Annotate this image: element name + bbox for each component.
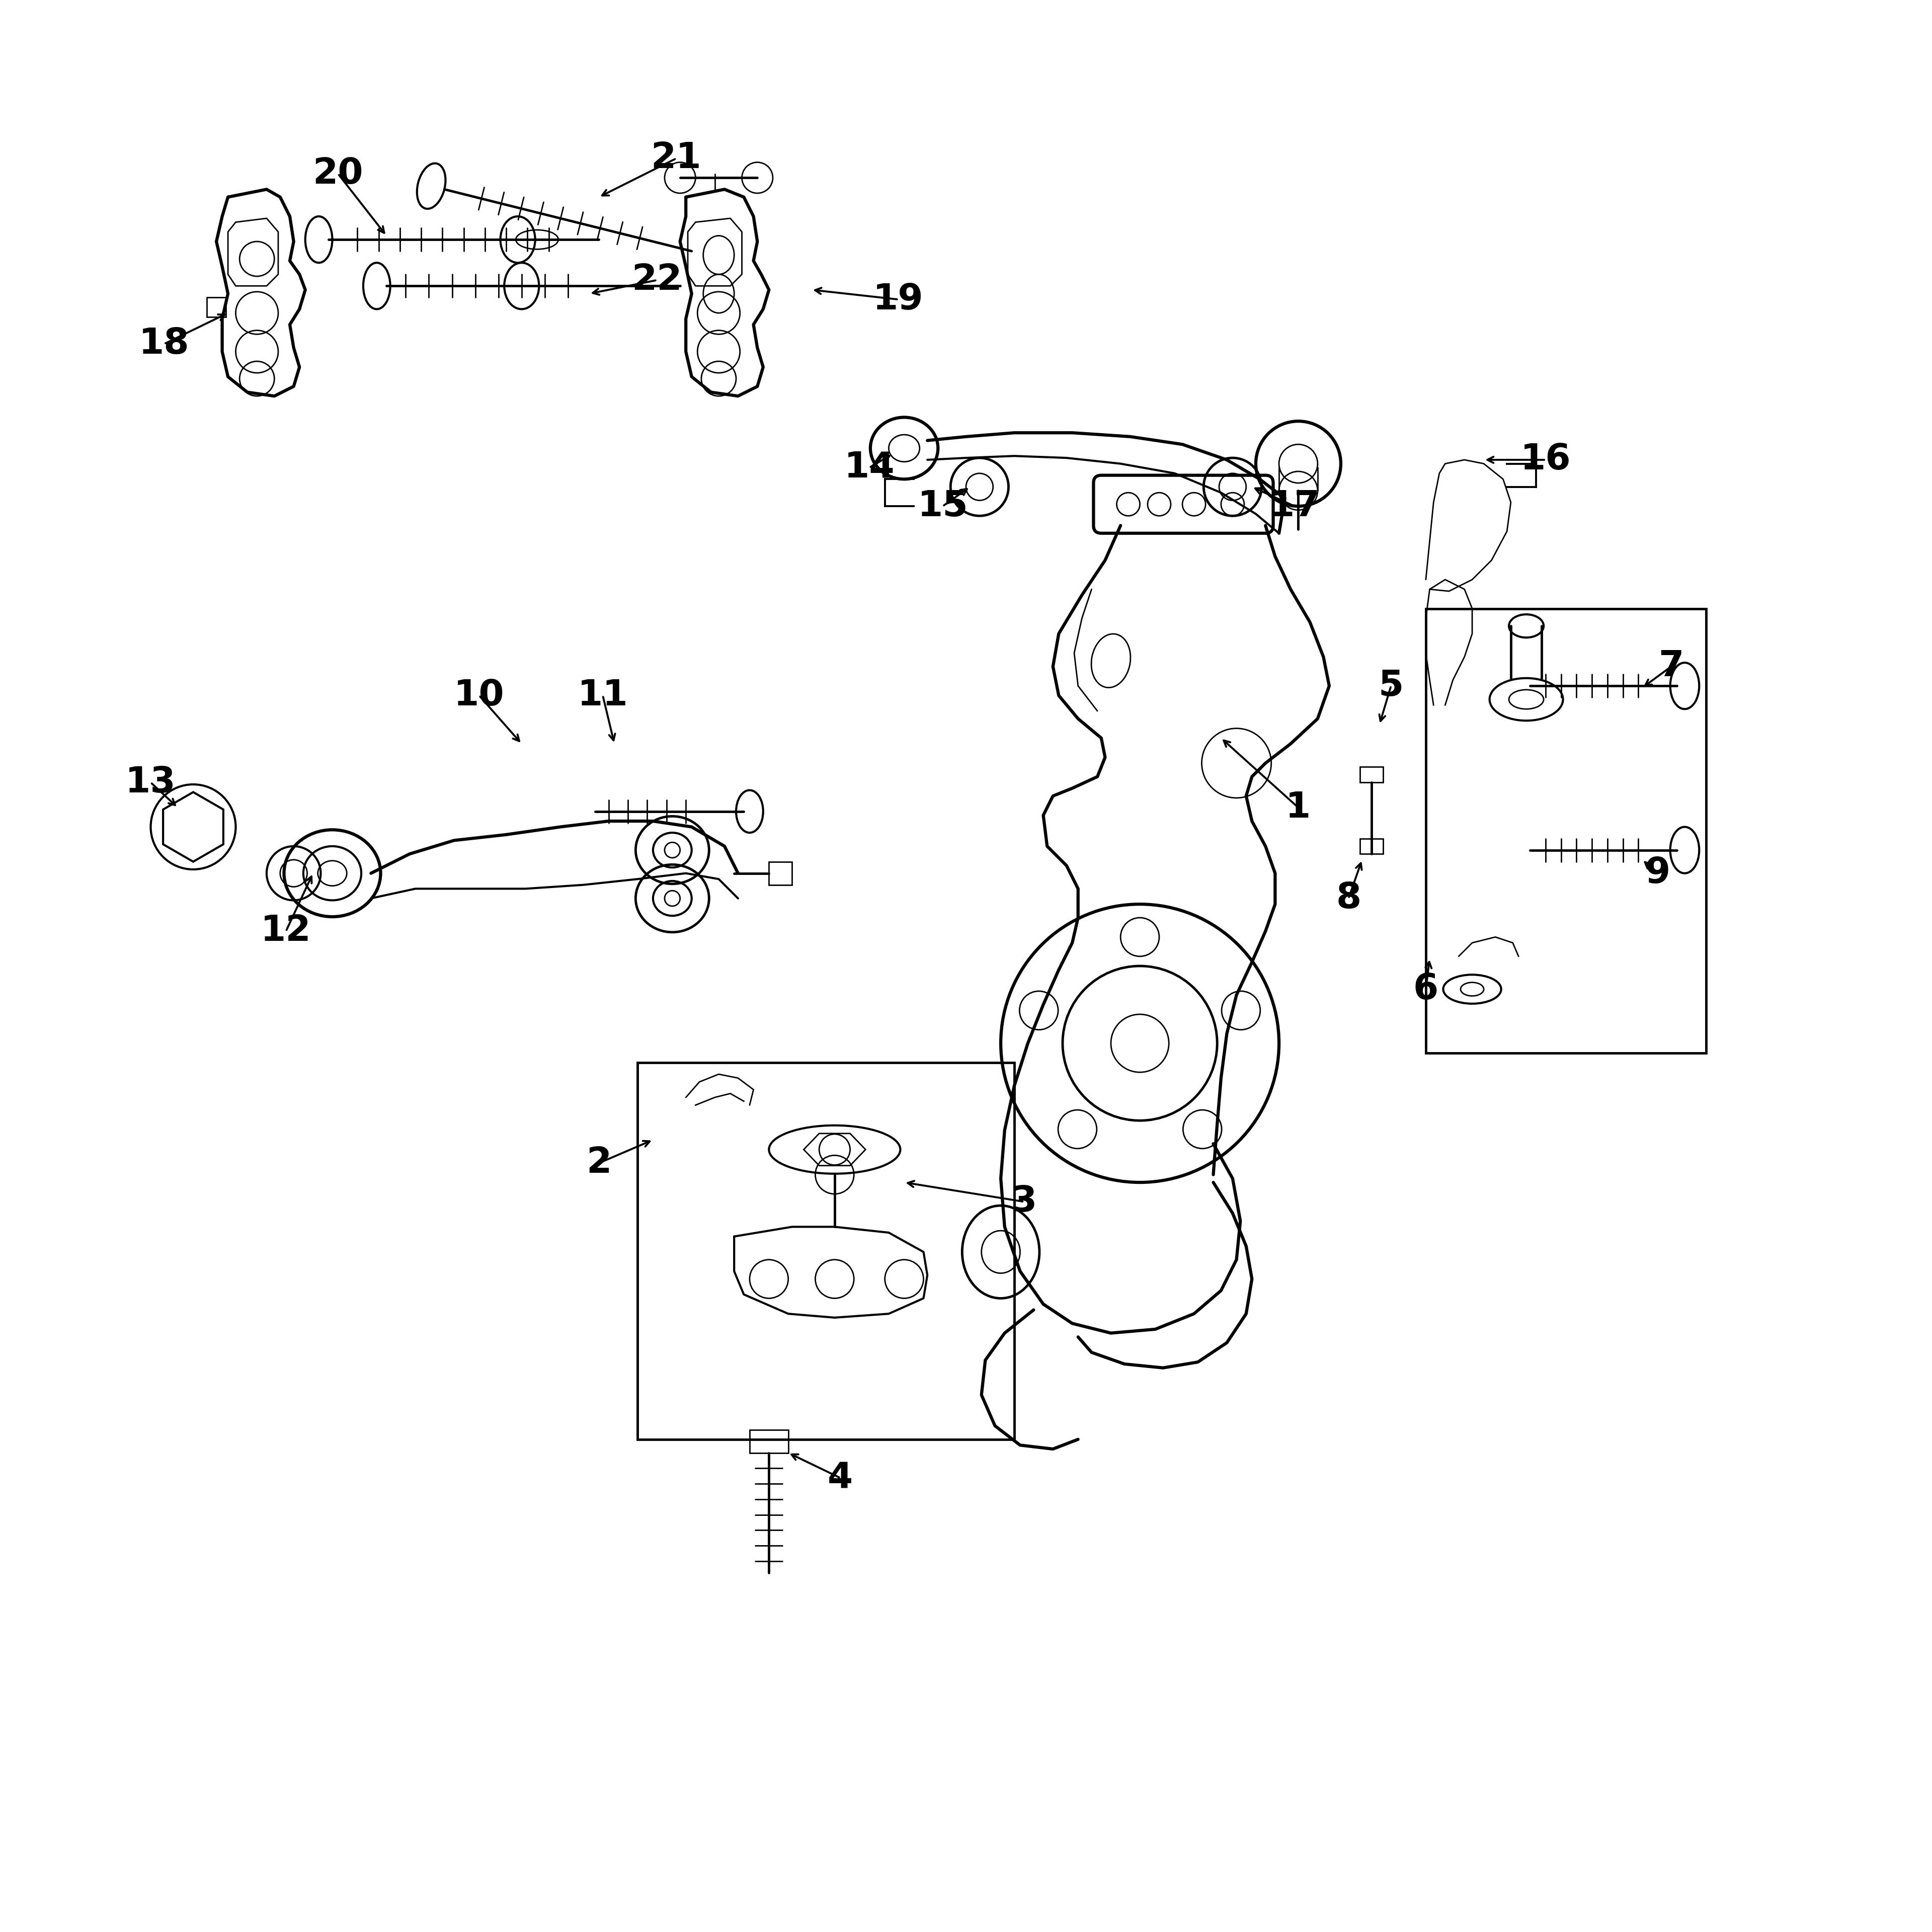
Text: 4: 4	[827, 1461, 854, 1495]
Text: 7: 7	[1658, 649, 1685, 684]
Text: 18: 18	[139, 327, 189, 361]
Text: 3: 3	[1010, 1184, 1037, 1219]
Text: 20: 20	[313, 156, 363, 191]
Text: 6: 6	[1412, 972, 1439, 1007]
Bar	[769, 862, 792, 885]
Text: 16: 16	[1520, 442, 1571, 477]
Text: 19: 19	[873, 282, 923, 317]
Text: 1: 1	[1285, 790, 1312, 825]
Text: 9: 9	[1644, 856, 1671, 891]
Text: 8: 8	[1335, 881, 1362, 916]
Text: 12: 12	[261, 914, 311, 949]
Text: 22: 22	[632, 263, 682, 298]
Text: 11: 11	[578, 678, 628, 713]
Bar	[1360, 838, 1383, 854]
Text: 14: 14	[844, 450, 895, 485]
Bar	[1426, 609, 1706, 1053]
Bar	[207, 298, 226, 317]
Text: 10: 10	[454, 678, 504, 713]
Text: 15: 15	[918, 489, 968, 524]
Bar	[750, 1430, 788, 1453]
Text: 17: 17	[1269, 489, 1320, 524]
Bar	[1360, 767, 1383, 782]
Text: 13: 13	[126, 765, 176, 800]
Text: 21: 21	[651, 141, 701, 176]
Bar	[638, 1063, 1014, 1439]
Text: 5: 5	[1378, 668, 1405, 703]
Text: 2: 2	[585, 1146, 612, 1180]
